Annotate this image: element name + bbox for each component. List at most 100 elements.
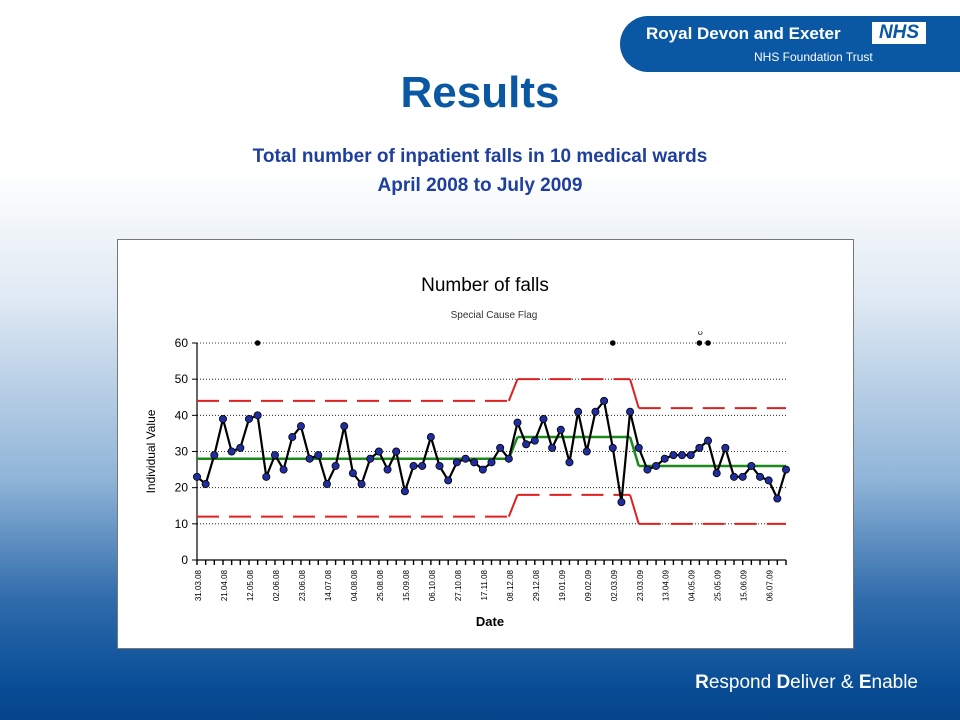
footer-word-1: eliver &	[790, 672, 859, 693]
data-point-55	[669, 451, 678, 460]
data-point-17	[340, 422, 349, 431]
data-point-41	[548, 443, 557, 452]
data-point-6	[244, 414, 253, 423]
data-point-52	[643, 465, 652, 474]
data-point-67	[773, 494, 782, 503]
data-point-38	[522, 440, 531, 449]
slide-subtitle: Total number of inpatient falls in 10 me…	[0, 142, 960, 200]
data-point-60	[712, 469, 721, 478]
footer-word-2: nable	[871, 672, 919, 693]
data-point-37	[513, 418, 522, 427]
x-tick-label-9: 06.10.08	[428, 569, 437, 601]
footer-initial-2: E	[858, 672, 872, 693]
lcl-step-0	[507, 494, 519, 517]
data-point-5	[236, 443, 245, 452]
footer-initial-0: R	[695, 672, 709, 693]
subtitle-line-2: April 2008 to July 2009	[377, 175, 583, 196]
data-point-53	[652, 461, 661, 470]
data-point-43	[565, 458, 574, 467]
data-point-36	[504, 454, 513, 463]
data-point-63	[738, 472, 747, 481]
logo-foundation-trust: NHS Foundation Trust	[754, 50, 873, 64]
data-point-8	[262, 472, 271, 481]
data-point-65	[756, 472, 765, 481]
data-point-66	[764, 476, 773, 485]
x-tick-label-8: 15.09.08	[402, 569, 411, 601]
x-tick-label-2: 12.05.08	[246, 569, 255, 601]
data-point-13	[305, 454, 314, 463]
data-point-54	[660, 454, 669, 463]
data-point-27	[426, 433, 435, 442]
y-tick-label-10: 10	[175, 517, 189, 531]
x-tick-label-18: 13.04.09	[662, 569, 671, 601]
data-point-62	[730, 472, 739, 481]
special-cause-flag-1	[609, 340, 616, 346]
x-tick-label-1: 21.04.08	[220, 569, 229, 601]
data-point-9	[270, 451, 279, 460]
data-point-11	[288, 433, 297, 442]
ucl-step-0	[507, 378, 519, 402]
data-point-61	[721, 443, 730, 452]
x-tick-label-16: 02.03.09	[610, 569, 619, 601]
data-point-3	[218, 414, 227, 423]
nhs-trust-logo: Royal Devon and Exeter NHS NHS Foundatio…	[620, 16, 960, 72]
data-point-34	[487, 458, 496, 467]
y-tick-label-0: 0	[181, 553, 188, 567]
x-tick-label-22: 06.07.09	[766, 569, 775, 601]
data-point-56	[678, 451, 687, 460]
data-point-46	[591, 407, 600, 416]
x-tick-label-7: 25.08.08	[376, 569, 385, 601]
x-tick-label-11: 17.11.08	[480, 569, 489, 600]
data-point-20	[366, 454, 375, 463]
x-tick-label-17: 23.03.09	[636, 569, 645, 601]
chart-title: Number of falls	[421, 275, 549, 296]
x-tick-label-10: 27.10.08	[454, 569, 463, 601]
data-point-48	[608, 443, 617, 452]
data-point-42	[556, 425, 565, 434]
special-cause-flag-0	[254, 340, 261, 346]
data-point-35	[496, 443, 505, 452]
data-point-30	[452, 458, 461, 467]
x-tick-label-5: 14.07.08	[324, 569, 333, 601]
data-point-57	[686, 451, 695, 460]
y-tick-label-30: 30	[175, 445, 189, 459]
y-axis-label: Individual Value	[144, 409, 158, 493]
data-point-18	[348, 469, 357, 478]
x-tick-label-3: 02.06.08	[272, 569, 281, 601]
data-point-45	[582, 447, 591, 456]
data-point-39	[530, 436, 539, 445]
y-tick-label-20: 20	[175, 481, 189, 495]
data-point-31	[461, 454, 470, 463]
data-point-7	[253, 411, 262, 420]
x-tick-label-13: 29.12.08	[532, 569, 541, 601]
data-point-50	[626, 407, 635, 416]
data-point-4	[227, 447, 236, 456]
data-point-21	[374, 447, 383, 456]
special-cause-flag-3	[705, 340, 711, 346]
data-point-49	[617, 498, 626, 507]
data-point-28	[435, 461, 444, 470]
logo-trust-name: Royal Devon and Exeter	[646, 24, 841, 43]
footer-word-0: espond	[708, 672, 777, 693]
data-point-15	[322, 480, 331, 489]
data-point-33	[478, 465, 487, 474]
x-tick-label-21: 15.06.09	[740, 569, 749, 601]
data-point-29	[444, 476, 453, 485]
x-tick-label-14: 19.01.09	[558, 569, 567, 601]
special-cause-flag-2	[696, 340, 703, 346]
data-point-1	[201, 480, 210, 489]
mean-step-1	[628, 436, 640, 467]
data-point-25	[409, 461, 418, 470]
data-point-23	[392, 447, 401, 456]
ucl-step-1	[629, 378, 640, 409]
y-tick-label-60: 60	[175, 336, 189, 350]
data-point-68	[782, 465, 791, 474]
data-point-51	[634, 443, 643, 452]
data-point-44	[574, 407, 583, 416]
x-tick-label-0: 31.03.08	[194, 569, 203, 601]
chart-subtitle: Special Cause Flag	[451, 310, 538, 321]
data-point-59	[704, 436, 713, 445]
data-point-2	[210, 451, 219, 460]
data-point-58	[695, 443, 704, 452]
x-tick-label-19: 04.05.09	[688, 569, 697, 601]
